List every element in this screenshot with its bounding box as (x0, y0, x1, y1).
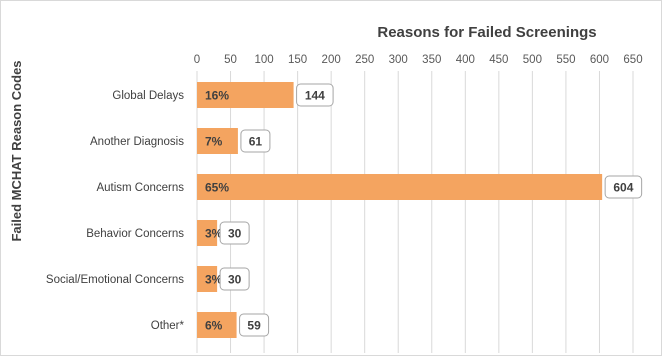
category-label: Behavior Concerns (86, 228, 184, 240)
value-label-box (240, 129, 271, 153)
value-label-box (296, 83, 334, 107)
percent-label: 16% (205, 89, 229, 103)
bar (197, 220, 218, 246)
x-tick-label: 150 (288, 54, 307, 66)
bar (197, 82, 294, 108)
x-tick-label: 50 (224, 54, 237, 66)
bar (197, 312, 237, 338)
category-label: Global Delays (112, 90, 184, 102)
x-tick-label: 100 (254, 54, 273, 66)
value-label-box (219, 267, 250, 291)
value-label: 30 (228, 227, 242, 241)
percent-label: 65% (205, 181, 229, 195)
data-labels: 16% 144 7% 61 65% 604 3% 30 3% 30 6% 59 (205, 83, 643, 337)
category-label: Social/Emotional Concerns (46, 274, 184, 286)
value-label: 61 (249, 135, 263, 149)
percent-label: 6% (205, 319, 223, 333)
value-label: 604 (613, 181, 633, 195)
value-label-box (604, 175, 643, 199)
percent-label: 7% (205, 135, 223, 149)
value-label: 59 (247, 319, 261, 333)
y-axis-title: Failed MCHAT Reason Codes (9, 60, 24, 241)
gridlines (196, 71, 634, 353)
bars (197, 82, 603, 338)
category-label: Autism Concerns (96, 182, 184, 194)
category-label: Other* (151, 320, 185, 332)
bar (197, 174, 603, 200)
x-tick-label: 500 (523, 54, 542, 66)
category-label: Another Diagnosis (90, 136, 184, 148)
bar (197, 128, 238, 154)
category-labels: Global Delays Another Diagnosis Autism Con… (46, 90, 185, 332)
x-tick-label: 650 (623, 54, 642, 66)
percent-label: 3% (205, 273, 223, 287)
value-label-box (219, 221, 250, 245)
x-tick-label: 600 (590, 54, 609, 66)
x-tick-label: 300 (389, 54, 408, 66)
x-tick-label: 250 (355, 54, 374, 66)
value-label: 144 (305, 89, 325, 103)
x-axis-ticks: 0 50 100 150 200 250 300 350 400 450 500 550 600 650 (194, 54, 643, 66)
x-tick-label: 0 (194, 54, 200, 66)
percent-label: 3% (205, 227, 223, 241)
chart-title: Reasons for Failed Screenings (377, 24, 596, 41)
x-tick-label: 350 (422, 54, 441, 66)
x-tick-label: 400 (456, 54, 475, 66)
x-tick-label: 550 (556, 54, 575, 66)
x-tick-label: 200 (322, 54, 341, 66)
bar (197, 266, 218, 292)
x-tick-label: 450 (489, 54, 508, 66)
value-label: 30 (228, 273, 242, 287)
value-label-box (239, 313, 270, 337)
